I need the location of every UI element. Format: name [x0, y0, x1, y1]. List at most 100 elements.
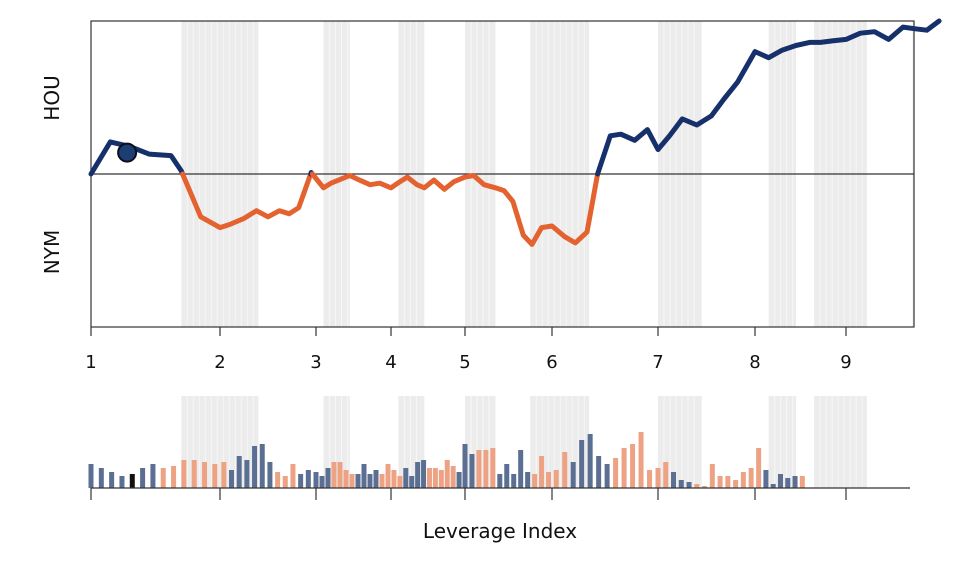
leverage-bar: [587, 434, 593, 488]
leverage-bar: [596, 456, 602, 488]
team-label-top: HOU: [40, 75, 64, 120]
leverage-bar: [150, 464, 156, 488]
win-prob-segment-home: [88, 139, 186, 177]
top-tick-label-7: 7: [652, 352, 663, 373]
leverage-bar: [686, 482, 692, 488]
leverage-bar: [733, 480, 739, 488]
leverage-bar: [421, 460, 427, 488]
leverage-bar: [236, 456, 242, 488]
leverage-bar: [579, 440, 585, 488]
leverage-bar: [355, 474, 361, 488]
leverage-bar: [98, 468, 104, 488]
leverage-x-axis: [90, 488, 847, 500]
leverage-bar: [504, 464, 510, 488]
leverage-bar: [799, 476, 805, 488]
leverage-bar: [426, 468, 432, 488]
leverage-bar: [483, 450, 489, 488]
leverage-bar: [403, 468, 409, 488]
leverage-bar: [630, 444, 636, 488]
top-tick-label-8: 8: [749, 352, 760, 373]
leverage-bar: [462, 444, 468, 488]
leverage-bar: [129, 474, 135, 488]
leverage-bar: [770, 484, 776, 488]
leverage-bar: [282, 476, 288, 488]
leverage-bar: [553, 470, 559, 488]
leverage-bar: [109, 472, 115, 488]
leverage-bar: [476, 450, 482, 488]
leverage-bar: [319, 476, 325, 488]
leverage-bar: [349, 474, 355, 488]
top-tick-label-6: 6: [546, 352, 557, 373]
leverage-bar: [361, 464, 367, 488]
leverage-bar: [343, 470, 349, 488]
leverage-bar: [777, 474, 783, 488]
leverage-bar: [379, 474, 385, 488]
leverage-bar: [792, 476, 798, 488]
leverage-bars: [88, 432, 805, 488]
leverage-bar: [469, 454, 475, 488]
win-prob-segment-away: [309, 171, 601, 247]
leverage-bar: [490, 448, 496, 488]
leverage-bar: [252, 446, 258, 488]
leverage-bar: [638, 432, 644, 488]
shaded-span-bottom-6: [768, 396, 796, 488]
leverage-bar: [432, 468, 438, 488]
leverage-bar: [539, 456, 545, 488]
leverage-bar: [229, 470, 235, 488]
leverage-bar: [305, 470, 311, 488]
top-tick-label-9: 9: [840, 352, 851, 373]
leverage-bar: [325, 468, 331, 488]
leverage-bar: [671, 472, 677, 488]
leverage-bar: [313, 472, 319, 488]
leverage-bar: [756, 448, 762, 488]
leverage-bar: [525, 472, 531, 488]
leverage-axis-label: Leverage Index: [423, 519, 577, 543]
leverage-bar: [785, 478, 791, 488]
leverage-bar: [450, 466, 456, 488]
leverage-bar: [763, 470, 769, 488]
leverage-bar: [119, 476, 125, 488]
leverage-bar: [621, 448, 627, 488]
leverage-bar: [511, 474, 517, 488]
leverage-bar: [171, 466, 177, 488]
leverage-bar: [259, 444, 265, 488]
leverage-bar: [613, 458, 619, 488]
leverage-bar: [367, 474, 373, 488]
leverage-bar: [456, 472, 462, 488]
leverage-bar: [740, 472, 746, 488]
leverage-bar: [444, 460, 450, 488]
leverage-bar: [415, 462, 421, 488]
leverage-bar: [570, 462, 576, 488]
leverage-bar: [678, 480, 684, 488]
leverage-bar: [160, 468, 166, 488]
leverage-bar: [191, 460, 197, 488]
leverage-bar: [391, 470, 397, 488]
leverage-bar: [604, 464, 610, 488]
leverage-bar: [748, 468, 754, 488]
leverage-bar: [518, 450, 524, 488]
leverage-bar: [438, 470, 444, 488]
top-x-axis: 1 2 3 4 5 6 7 8 9: [85, 327, 852, 373]
win-probability-series: [88, 18, 942, 247]
leverage-bar: [385, 464, 391, 488]
shaded-span-bottom-2: [398, 396, 425, 488]
leverage-bar: [647, 470, 653, 488]
leverage-bar: [212, 464, 218, 488]
leverage-bar: [546, 472, 552, 488]
top-tick-label-2: 2: [214, 352, 225, 373]
leverage-bar: [88, 464, 94, 488]
leverage-bar: [290, 464, 296, 488]
current-play-marker[interactable]: [117, 142, 138, 163]
leverage-bar: [202, 462, 208, 488]
leverage-bar: [373, 470, 379, 488]
leverage-bar: [397, 476, 403, 488]
leverage-bar: [717, 476, 723, 488]
leverage-bar: [181, 460, 187, 488]
top-tick-label-3: 3: [310, 352, 321, 373]
win-prob-segment-away: [180, 171, 314, 231]
leverage-bar: [409, 476, 415, 488]
leverage-bar: [331, 462, 337, 488]
top-tick-label-4: 4: [385, 352, 396, 373]
